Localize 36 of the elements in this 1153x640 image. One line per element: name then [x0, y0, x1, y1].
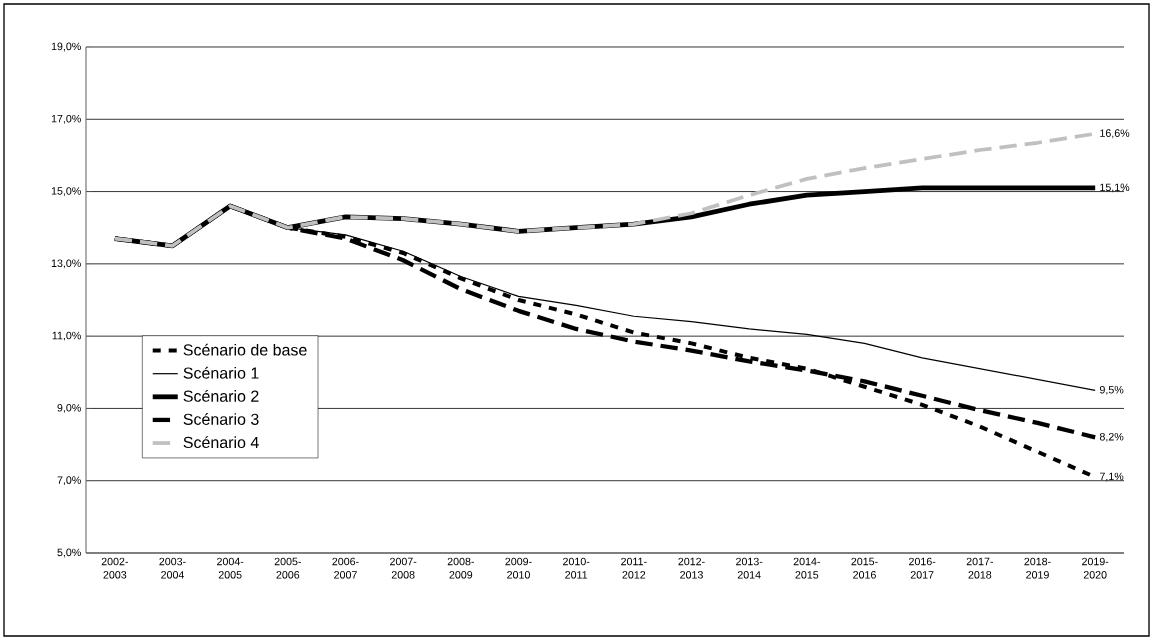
x-tick-label: 2019-2020: [1082, 557, 1109, 579]
data-label: 7,1%: [1099, 472, 1124, 482]
x-tick-label: 2009-2010: [505, 557, 532, 579]
y-tick-label: 13,0%: [51, 259, 81, 269]
y-tick-label: 17,0%: [51, 114, 81, 124]
x-tick-label: 2018-2019: [1024, 557, 1051, 579]
legend-label: Scénario 3: [183, 413, 259, 425]
data-label: 15,1%: [1100, 183, 1130, 193]
data-label: 16,6%: [1100, 129, 1130, 139]
x-tick-label: 2003-2004: [159, 557, 186, 579]
x-tick-label: 2004-2005: [217, 557, 244, 579]
x-tick-label: 2016-2017: [909, 557, 936, 579]
x-tick-label: 2017-2018: [966, 557, 993, 579]
x-tick-label: 2006-2007: [332, 557, 359, 579]
x-tick-label: 2010-2011: [563, 557, 590, 579]
x-tick-label: 2007-2008: [390, 557, 417, 579]
y-tick-label: 19,0%: [51, 42, 81, 52]
x-tick-label: 2005-2006: [274, 557, 301, 579]
y-tick-label: 5,0%: [57, 548, 81, 558]
data-label: 9,5%: [1099, 385, 1124, 395]
legend-label: Scénario de base: [183, 343, 307, 356]
x-tick-label: 2015-2016: [851, 557, 878, 579]
x-tick-label: 2012-2013: [678, 557, 705, 579]
legend-label: Scénario 1: [183, 366, 259, 379]
x-tick-label: 2011-2012: [621, 557, 647, 579]
x-tick-label: 2008-2009: [447, 557, 474, 579]
y-tick-label: 9,0%: [57, 404, 81, 413]
y-tick-label: 15,0%: [51, 187, 81, 196]
legend-label: Scénario 2: [183, 389, 259, 402]
data-label: 8,2%: [1099, 432, 1124, 442]
y-tick-label: 7,0%: [57, 476, 81, 486]
y-tick-label: 11,0%: [52, 331, 81, 341]
x-tick-label: 2013-2014: [736, 557, 763, 579]
x-tick-label: 2002-2003: [101, 557, 128, 579]
x-tick-label: 2014-2015: [793, 557, 820, 579]
legend-label: Scénario 4: [183, 436, 259, 449]
